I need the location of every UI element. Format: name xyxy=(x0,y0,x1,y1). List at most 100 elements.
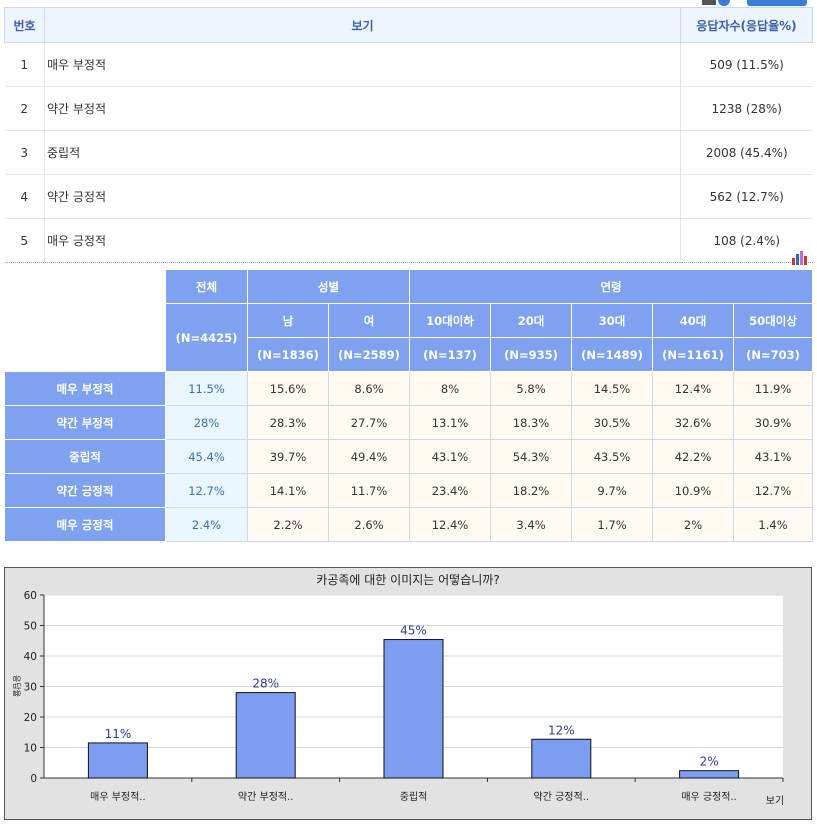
x-tick-label: 약간 긍정적.. xyxy=(534,791,590,803)
cell-value: 1.4% xyxy=(733,507,814,542)
cell-value: 32.6% xyxy=(652,405,735,440)
row-total: 45.4% xyxy=(165,439,248,474)
cross-row: 매우 부정적 11.5% 15.6% 8.6% 8% 5.8% 14.5% 12.4% 11.9… xyxy=(4,371,814,406)
table-row: 3 중립적 2008 (45.4%) xyxy=(4,130,813,175)
cell-value: 14.5% xyxy=(571,371,654,406)
column-n: (N=1836) xyxy=(247,337,329,372)
cell-value: 18.2% xyxy=(490,473,573,508)
cell-value: 12.4% xyxy=(409,507,492,542)
table-row: 2 약간 부정적 1238 (28%) xyxy=(4,86,813,131)
row-count: 562 (12.7%) xyxy=(680,174,813,219)
y-tick-label: 10 xyxy=(24,743,37,755)
cell-value: 43.1% xyxy=(409,439,492,474)
row-number: 3 xyxy=(4,130,45,175)
cell-value: 2.6% xyxy=(327,507,411,542)
y-tick-label: 50 xyxy=(24,621,37,633)
cell-value: 42.2% xyxy=(652,439,735,474)
header-total: 전체 xyxy=(165,269,248,304)
row-label: 매우 부정적 xyxy=(4,371,166,406)
bar-data-label: 11% xyxy=(105,727,132,741)
row-total: 11.5% xyxy=(165,371,248,406)
cell-value: 23.4% xyxy=(409,473,492,508)
header-count: 응답자수(응답율%) xyxy=(680,7,813,43)
row-option: 매우 부정적 xyxy=(44,42,681,87)
row-label: 매우 긍정적 xyxy=(4,507,166,542)
table-row: 1 매우 부정적 509 (11.5%) xyxy=(4,42,813,87)
row-total: 28% xyxy=(165,405,248,440)
cross-row: 약간 부정적 28% 28.3% 27.7% 13.1% 18.3% 30.5% 32.6% 3… xyxy=(4,405,814,440)
column-n: (N=1161) xyxy=(652,337,735,372)
cell-value: 43.1% xyxy=(733,439,814,474)
y-tick-label: 0 xyxy=(30,773,37,785)
cell-value: 18.3% xyxy=(490,405,573,440)
cell-value: 8.6% xyxy=(327,371,411,406)
cell-value: 30.5% xyxy=(571,405,654,440)
cell-value: 10.9% xyxy=(652,473,735,508)
row-count: 2008 (45.4%) xyxy=(680,130,813,175)
print-icon[interactable] xyxy=(702,0,716,5)
header-age: 연령 xyxy=(409,269,814,304)
bar-data-label: 28% xyxy=(252,677,279,691)
row-number: 4 xyxy=(4,174,45,219)
bar xyxy=(679,770,740,779)
row-number: 5 xyxy=(4,218,45,263)
column-label: 여 xyxy=(327,303,411,338)
cell-value: 39.7% xyxy=(247,439,329,474)
table-row: 4 약간 긍정적 562 (12.7%) xyxy=(4,174,813,219)
row-total: 12.7% xyxy=(165,473,248,508)
column-label: 30대 xyxy=(571,303,654,338)
column-n: (N=703) xyxy=(733,337,814,372)
cell-value: 2% xyxy=(652,507,735,542)
bar-data-label: 2% xyxy=(700,755,719,769)
bar xyxy=(531,738,592,779)
row-count: 1238 (28%) xyxy=(680,86,813,131)
cell-value: 14.1% xyxy=(247,473,329,508)
cell-value: 2.2% xyxy=(247,507,329,542)
cell-value: 30.9% xyxy=(733,405,814,440)
row-total: 2.4% xyxy=(165,507,248,542)
row-option: 약간 부정적 xyxy=(44,86,681,131)
bar-chart: 0 10 20 30 40 50 60 11% 매우 부정적.. 28% 약간 부정적.. 45% 중립… xyxy=(4,567,812,820)
x-tick-label: 매우 부정적.. xyxy=(90,791,146,803)
column-label: 40대 xyxy=(652,303,735,338)
column-label: 50대이상 xyxy=(733,303,814,338)
header-number: 번호 xyxy=(4,7,45,43)
column-n: (N=1489) xyxy=(571,337,654,372)
cross-row: 중립적 45.4% 39.7% 49.4% 43.1% 54.3% 43.5% 42.2% 43… xyxy=(4,439,814,474)
bar xyxy=(87,742,148,779)
row-count: 509 (11.5%) xyxy=(680,42,813,87)
y-tick-label: 60 xyxy=(24,590,37,602)
column-label: 남 xyxy=(247,303,329,338)
column-n: (N=137) xyxy=(409,337,492,372)
bar xyxy=(383,639,444,779)
globe-icon[interactable] xyxy=(718,0,730,6)
x-tick-label: 약간 부정적.. xyxy=(238,791,294,803)
cross-row: 매우 긍정적 2.4% 2.2% 2.6% 12.4% 3.4% 1.7% 2% 1.4% xyxy=(4,507,814,542)
cross-tab-table: 전체 성별 연령 (N=4425) 남 여 10대이하 20대 30대 40대 50대이상 … xyxy=(4,269,814,542)
cell-value: 3.4% xyxy=(490,507,573,542)
cell-value: 27.7% xyxy=(327,405,411,440)
bar-data-label: 45% xyxy=(400,624,427,638)
cell-value: 5.8% xyxy=(490,371,573,406)
cell-value: 11.7% xyxy=(327,473,411,508)
toolbar-button[interactable] xyxy=(747,0,807,6)
bar-data-label: 12% xyxy=(548,723,575,737)
chart-canvas: 0 10 20 30 40 50 60 11% 매우 부정적.. 28% 약간 부정적.. 45% 중립… xyxy=(12,573,784,807)
cross-row: 약간 긍정적 12.7% 14.1% 11.7% 23.4% 18.2% 9.7% 10.9%… xyxy=(4,473,814,508)
row-label: 약간 부정적 xyxy=(4,405,166,440)
table-row: 5 매우 긍정적 108 (2.4%) xyxy=(4,218,813,263)
x-tick-label: 매우 긍정적.. xyxy=(681,791,737,803)
row-number: 1 xyxy=(4,42,45,87)
answer-table: 번호 보기 응답자수(응답율%) 1 매우 부정적 509 (11.5%) 2 약간 부… xyxy=(4,7,813,263)
y-tick-label: 20 xyxy=(24,712,37,724)
cell-value: 11.9% xyxy=(733,371,814,406)
chart-title: 카공족에 대한 이미지는 어떻습니까? xyxy=(316,573,499,587)
header-gender: 성별 xyxy=(246,269,411,304)
row-number: 2 xyxy=(4,86,45,131)
total-n: (N=4425) xyxy=(165,303,248,372)
cell-value: 12.7% xyxy=(733,473,814,508)
bar-chart-icon[interactable] xyxy=(791,251,807,265)
column-label: 10대이하 xyxy=(409,303,492,338)
column-label: 20대 xyxy=(490,303,573,338)
y-axis-label: 응답율 xyxy=(12,675,22,697)
